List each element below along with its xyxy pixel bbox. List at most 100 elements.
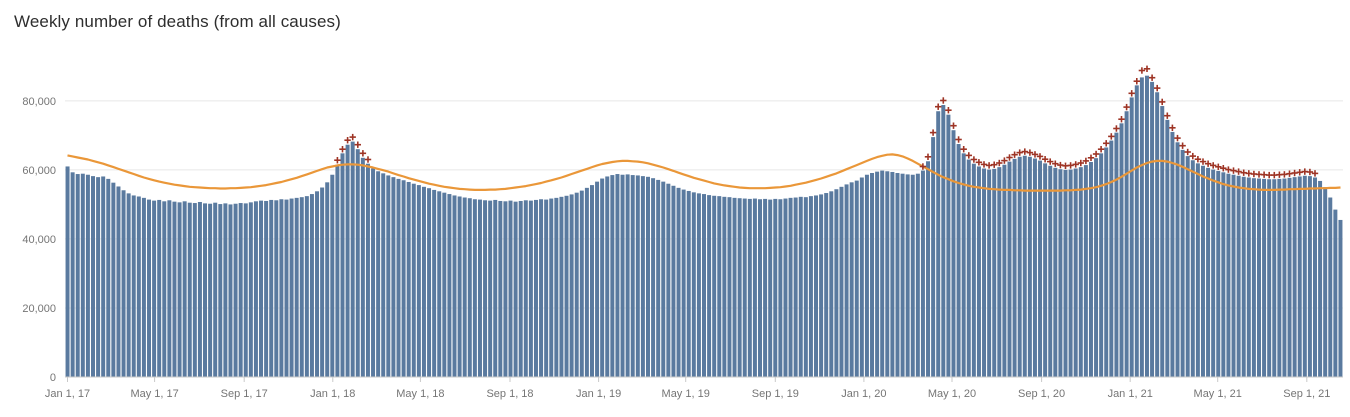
average-expected-deaths-line <box>67 153 1341 192</box>
bar-week <box>579 190 584 377</box>
bar-week <box>961 153 966 377</box>
bar-week <box>493 199 498 377</box>
bar-week <box>1165 119 1170 377</box>
bar-week <box>915 173 920 377</box>
bar-week <box>1307 176 1312 377</box>
chart-title: Weekly number of deaths (from all causes… <box>14 12 341 31</box>
bar-week <box>218 204 223 377</box>
bar-week <box>931 137 936 377</box>
bar-week <box>1195 163 1200 377</box>
bar-week <box>788 197 793 377</box>
deaths-chart-svg[interactable]: 0 20,000 40,000 60,000 80,000 Jan 1, 17 May 1,… <box>0 32 1350 407</box>
bar-week <box>1129 97 1134 378</box>
bar-week <box>732 197 737 377</box>
bar-week <box>707 195 712 377</box>
svg-text:May 1, 18: May 1, 18 <box>396 388 444 400</box>
bar-week <box>335 164 340 377</box>
bar-week <box>427 188 432 377</box>
bar-week <box>1109 140 1114 377</box>
bar-week <box>386 175 391 377</box>
bar-week <box>1088 161 1093 377</box>
bar-week <box>834 189 839 377</box>
bar-week <box>141 197 146 377</box>
bar-week <box>1180 149 1185 377</box>
bar-week <box>997 167 1002 377</box>
bar-week <box>192 203 197 377</box>
bar-week <box>778 199 783 377</box>
bar-week <box>116 186 121 377</box>
bar-week <box>1134 85 1139 377</box>
weekly-deaths-chart[interactable]: 0 20,000 40,000 60,000 80,000 Jan 1, 17 May 1,… <box>0 32 1350 407</box>
bar-week <box>203 203 208 377</box>
bar-week <box>870 173 875 377</box>
bar-week <box>1313 177 1317 377</box>
bar-week <box>1277 178 1282 377</box>
bar-week <box>1170 131 1175 377</box>
bar-week <box>1002 164 1007 377</box>
bar-week <box>1241 176 1246 377</box>
bar-week <box>518 200 523 377</box>
bar-week <box>595 181 600 377</box>
bar-week <box>564 195 569 377</box>
bar-week <box>1012 158 1017 377</box>
bar-week <box>264 200 269 377</box>
bar-week <box>442 192 447 377</box>
bar-week <box>1302 175 1307 377</box>
bar-week <box>96 177 101 377</box>
bar-week <box>712 195 717 377</box>
bar-week <box>1272 179 1277 377</box>
bar-week <box>651 178 656 377</box>
bar-week <box>508 200 513 377</box>
bar-week <box>905 174 910 377</box>
bar-week <box>1221 172 1226 377</box>
bar-week <box>1318 180 1323 377</box>
svg-text:Jan 1, 18: Jan 1, 18 <box>310 388 355 400</box>
bar-week <box>309 194 314 377</box>
bar-week <box>1292 177 1297 377</box>
svg-text:0: 0 <box>50 372 56 384</box>
bar-week <box>946 114 951 378</box>
bar-week <box>376 171 381 377</box>
weekly-deaths-bars[interactable] <box>65 75 1343 378</box>
svg-text:May 1, 21: May 1, 21 <box>1194 388 1242 400</box>
bar-week <box>488 200 493 377</box>
bar-week <box>584 187 589 377</box>
bar-week <box>131 195 136 377</box>
bar-week <box>549 198 554 377</box>
bar-week <box>360 157 365 377</box>
bar-week <box>350 141 355 377</box>
bar-week <box>1211 169 1216 377</box>
svg-text:Jan 1, 19: Jan 1, 19 <box>576 388 621 400</box>
bar-week <box>1262 178 1267 377</box>
bar-week <box>600 178 605 377</box>
bar-week <box>182 201 187 377</box>
bar-week <box>1251 178 1256 377</box>
bar-week <box>539 199 544 377</box>
bar-week <box>1323 187 1328 377</box>
excess-death-markers <box>334 65 1319 179</box>
bar-week <box>635 175 640 377</box>
bar-week <box>197 202 202 377</box>
bar-week <box>75 174 80 377</box>
bar-week <box>340 153 345 377</box>
bar-week <box>177 202 182 377</box>
bar-week <box>477 199 482 377</box>
bar-week <box>284 199 289 377</box>
bar-week <box>1058 169 1063 377</box>
bar-week <box>111 182 116 377</box>
svg-text:20,000: 20,000 <box>22 303 56 315</box>
bar-week <box>610 175 615 377</box>
bar-week <box>951 130 956 377</box>
bar-week <box>299 197 304 377</box>
bar-week <box>167 200 172 377</box>
bar-week <box>1144 75 1149 378</box>
bar-week <box>503 201 508 377</box>
bar-week <box>1063 169 1068 377</box>
bar-week <box>910 174 915 377</box>
bar-week <box>783 198 788 377</box>
svg-text:Jan 1, 20: Jan 1, 20 <box>841 388 886 400</box>
bar-week <box>1099 153 1104 377</box>
bar-week <box>355 149 360 377</box>
bar-week <box>900 173 905 377</box>
bar-week <box>727 197 732 377</box>
